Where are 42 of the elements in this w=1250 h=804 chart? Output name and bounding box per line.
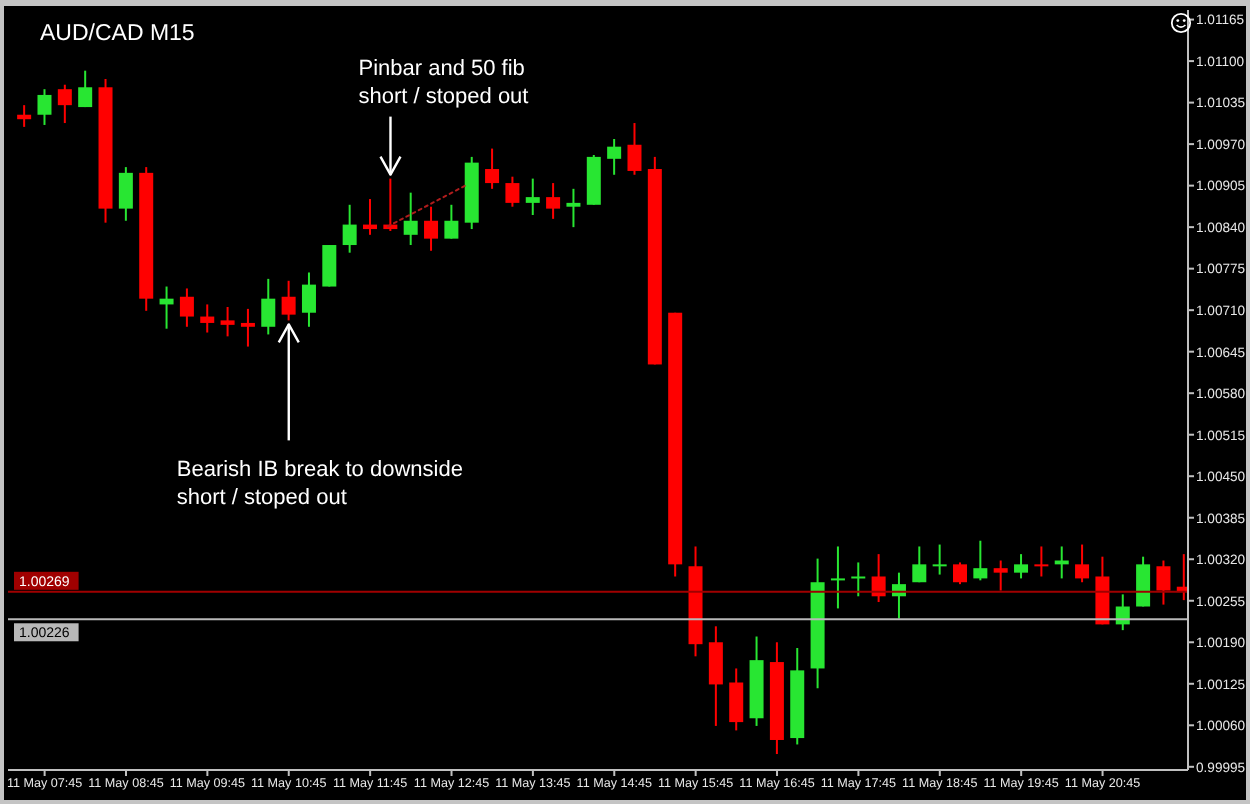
candlestick [993,559,1008,592]
candlestick [627,122,642,176]
candlestick [1136,555,1151,608]
candlestick [953,561,967,586]
candlestick [322,244,337,288]
candlestick [78,69,93,109]
candlestick [1075,543,1090,584]
candlestick [505,175,520,208]
candlestick [586,153,601,206]
candlestick [37,88,52,126]
candlestick [57,83,72,125]
text: AUD/CAD M15 [40,22,195,46]
candlestick [1034,545,1049,578]
candlestick [851,561,866,598]
candlestick [261,277,276,336]
candlestick [485,147,500,190]
candlestick [403,191,418,247]
candlestick [973,539,988,582]
candlestick [444,203,459,240]
candlestick [281,279,296,322]
candlestick [179,287,194,328]
candlestick [220,305,235,338]
candlestick [830,545,845,610]
candlestick [607,138,622,176]
candlestick [546,182,561,220]
candlestick [566,187,581,229]
candlestick [932,543,947,576]
candlestick [200,303,215,334]
annotation: Bearish IB break to downside short / stoped out [176,458,463,511]
annotation: Pinbar and 50 fib short / stoped out [358,56,529,109]
candlestick [1156,559,1171,606]
candlestick [240,307,255,348]
candlestick [729,667,744,732]
candlestick [525,177,540,217]
candlestick [118,166,133,222]
candlestick [342,203,357,254]
candlestick [1014,553,1029,580]
candlestick [301,271,316,328]
candlestick [871,553,886,604]
candlestick [708,625,723,727]
candlestick [912,545,927,584]
candlestick [424,205,439,252]
